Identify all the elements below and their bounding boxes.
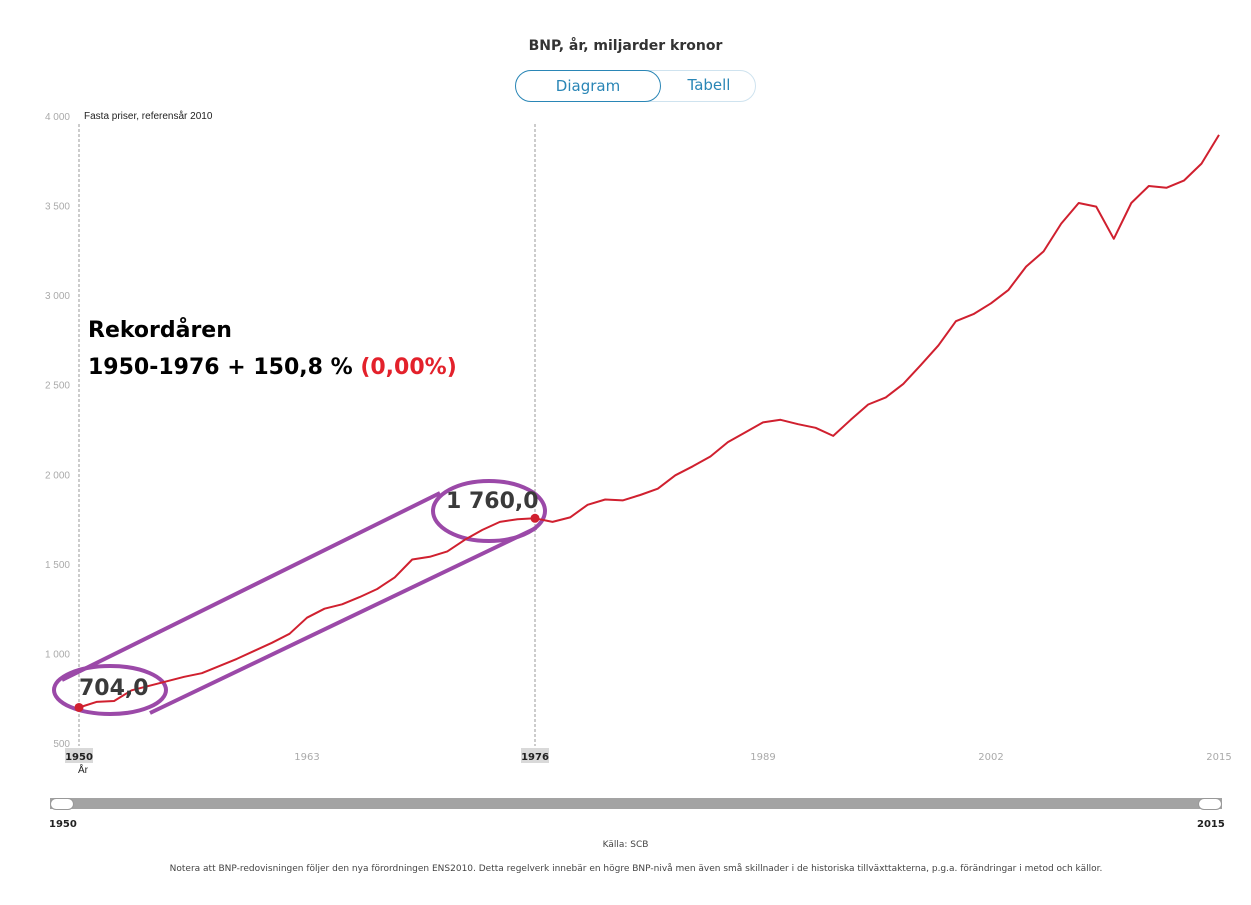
- annotation-period: 1950-1976 + 150,8 % (0,00%): [88, 355, 457, 380]
- y-tick-label: 1 000: [45, 649, 70, 660]
- annotation-change: (0,00%): [360, 355, 457, 380]
- x-axis-title: År: [78, 765, 88, 776]
- y-tick-label: 500: [53, 739, 70, 750]
- slider-start-label: 1950: [49, 819, 77, 830]
- markup-ellipse-start: [52, 664, 168, 716]
- x-tick-label: 1963: [294, 752, 319, 763]
- annotation-growth: 1950-1976 + 150,8 %: [88, 355, 353, 380]
- x-tick-label: 1976: [521, 752, 549, 763]
- markup-line-bottom: [149, 526, 537, 715]
- y-axis: 500 1 000 1 500 2 000 2 500 3 000 3 500 4 000: [45, 112, 70, 750]
- y-tick-label: 3 500: [45, 202, 70, 213]
- x-tick-label: 2002: [978, 752, 1003, 763]
- x-axis: 1950 1963 1976 1989 2002 2015: [65, 748, 1232, 763]
- annotation-heading: Rekordåren: [88, 318, 232, 343]
- x-tick-label: 1989: [750, 752, 775, 763]
- y-tick-label: 4 000: [45, 112, 70, 123]
- series-bnp: [78, 134, 1220, 709]
- x-tick-label: 2015: [1206, 752, 1231, 763]
- y-tick-label: 2 500: [45, 381, 70, 392]
- start-value-label: 704,0: [79, 676, 149, 701]
- y-tick-label: 1 500: [45, 560, 70, 571]
- slider-end-label: 2015: [1197, 819, 1225, 830]
- tab-tabell[interactable]: Tabell: [687, 76, 731, 94]
- range-slider-track[interactable]: [50, 798, 1222, 809]
- view-toggle: Diagram Tabell: [515, 70, 756, 102]
- highlight-markers: [74, 513, 540, 712]
- hand-drawn-markup: [52, 479, 547, 716]
- series-line: [78, 134, 1220, 709]
- unit-note: Fasta priser, referensår 2010: [84, 111, 213, 122]
- range-slider-end-handle[interactable]: [1198, 798, 1222, 810]
- markup-ellipse-end: [431, 479, 547, 543]
- source-text: Källa: SCB: [602, 840, 649, 850]
- range-slider-start-handle[interactable]: [50, 798, 74, 810]
- chart-title: BNP, år, miljarder kronor: [528, 38, 723, 54]
- x-tick-highlight-bg: [65, 748, 93, 763]
- end-value-label: 1 760,0: [446, 489, 539, 514]
- data-point-marker-1976: [530, 513, 540, 523]
- line-chart: 500 1 000 1 500 2 000 2 500 3 000 3 500 4 000 1…: [45, 112, 1232, 763]
- data-point-marker-1950: [74, 702, 84, 712]
- tab-diagram[interactable]: Diagram: [515, 70, 661, 102]
- x-tick-highlight-bg: [521, 748, 549, 763]
- guide-lines: [78, 124, 536, 746]
- footnote-text: Notera att BNP-redovisningen följer den …: [169, 864, 1103, 874]
- y-tick-label: 3 000: [45, 291, 70, 302]
- y-tick-label: 2 000: [45, 470, 70, 481]
- markup-line-top: [61, 491, 441, 682]
- x-tick-label: 1950: [65, 752, 93, 763]
